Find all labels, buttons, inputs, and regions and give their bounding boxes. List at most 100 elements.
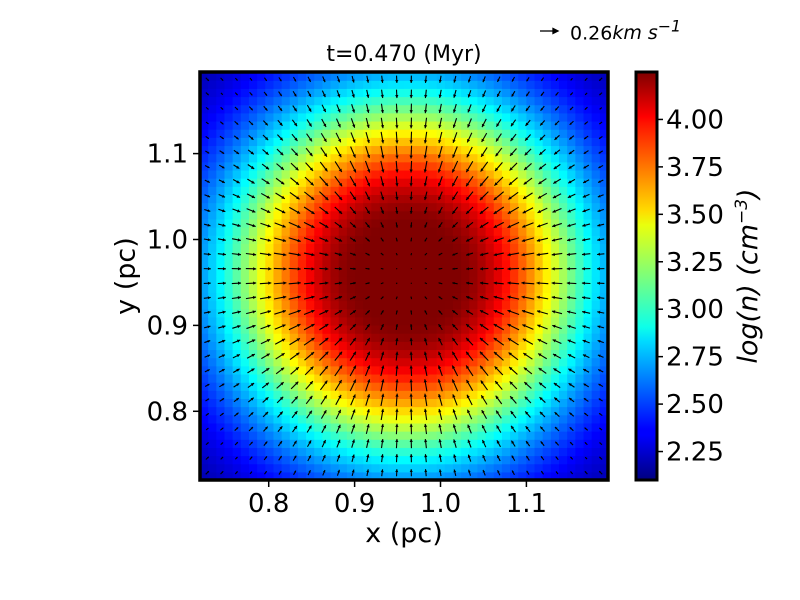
heatmap-cell — [248, 300, 258, 310]
heatmap-cell — [314, 455, 323, 465]
heatmap-cell — [550, 202, 560, 212]
heatmap-cell — [542, 292, 552, 302]
heatmap-cell — [265, 455, 275, 465]
velocity-arrow — [493, 309, 504, 316]
heatmap-cell — [428, 137, 438, 147]
heatmap-cell — [200, 455, 209, 465]
heatmap-cell — [330, 463, 340, 473]
velocity-arrow — [203, 325, 211, 329]
heatmap-cell — [289, 365, 299, 375]
velocity-arrow — [551, 295, 563, 300]
heatmap-cell — [322, 96, 332, 106]
heatmap-cell — [493, 284, 503, 293]
velocity-arrow — [409, 160, 413, 173]
heatmap-cell — [501, 333, 511, 342]
velocity-arrow — [567, 178, 576, 184]
heatmap-cell — [395, 365, 405, 375]
heatmap-cell — [501, 169, 511, 179]
heatmap-cell — [485, 267, 495, 277]
heatmap-cell — [542, 129, 552, 138]
heatmap-cell — [510, 72, 519, 81]
heatmap-cell — [273, 365, 283, 375]
velocity-arrow — [349, 206, 357, 215]
heatmap-cell — [591, 316, 601, 326]
heatmap-cell — [583, 341, 593, 351]
velocity-arrow — [410, 310, 413, 315]
heatmap-cell — [412, 178, 421, 187]
velocity-arrow — [320, 395, 328, 405]
heatmap-cell — [355, 72, 364, 81]
heatmap-cell — [338, 300, 348, 310]
heatmap-cell — [428, 227, 438, 236]
heatmap-cell — [567, 422, 576, 432]
heatmap-cell — [346, 202, 356, 212]
heatmap-cell — [510, 137, 519, 147]
heatmap-cell — [265, 357, 275, 367]
velocity-arrow — [465, 309, 474, 315]
velocity-arrow — [307, 470, 311, 476]
heatmap-cell — [273, 333, 283, 342]
heatmap-cell — [542, 267, 552, 277]
heatmap-cell — [346, 300, 356, 310]
velocity-arrow — [307, 455, 312, 462]
velocity-arrow — [218, 325, 226, 329]
heatmap-cell — [224, 284, 234, 293]
heatmap-cell — [273, 422, 283, 432]
heatmap-cell — [224, 471, 234, 480]
heatmap-cell — [346, 267, 356, 277]
heatmap-cell — [428, 357, 438, 367]
velocity-arrow — [349, 221, 357, 229]
velocity-arrow — [204, 383, 210, 387]
heatmap-cell — [355, 471, 364, 480]
velocity-arrow — [260, 237, 272, 242]
heatmap-cell — [510, 153, 519, 163]
velocity-arrow — [509, 162, 518, 171]
heatmap-cell — [485, 251, 495, 261]
heatmap-cell — [510, 210, 519, 220]
heatmap-cell — [248, 455, 258, 465]
heatmap-cell — [461, 382, 470, 391]
heatmap-cell — [412, 276, 421, 285]
heatmap-cell — [248, 210, 258, 220]
heatmap-cell — [583, 80, 593, 89]
heatmap-cell — [493, 259, 503, 269]
velocity-arrow — [204, 165, 210, 169]
heatmap-cell — [567, 333, 576, 342]
heatmap-cell — [371, 169, 381, 179]
heatmap-cell — [355, 406, 364, 416]
heatmap-cell — [404, 153, 413, 163]
heatmap-cell — [200, 218, 209, 228]
velocity-arrow — [274, 237, 287, 242]
heatmap-cell — [534, 186, 544, 195]
heatmap-cell — [485, 112, 495, 122]
heatmap-cell — [387, 382, 397, 391]
velocity-arrow — [465, 365, 474, 377]
heatmap-cell — [477, 104, 487, 114]
heatmap-cell — [575, 308, 585, 318]
heatmap-cell — [330, 243, 340, 253]
heatmap-cell — [575, 431, 585, 440]
heatmap-cell — [338, 333, 348, 342]
velocity-arrow — [597, 368, 604, 373]
heatmap-cell — [346, 341, 356, 351]
heatmap-cell — [493, 390, 503, 399]
heatmap-cell — [452, 406, 462, 416]
heatmap-cell — [404, 414, 413, 424]
heatmap-cell — [273, 316, 283, 326]
heatmap-cell — [387, 373, 397, 383]
heatmap-cell — [257, 463, 266, 473]
heatmap-cell — [510, 333, 519, 342]
heatmap-cell — [444, 324, 454, 334]
heatmap-cell — [208, 316, 217, 326]
heatmap-cell — [518, 398, 527, 408]
heatmap-cell — [550, 284, 560, 293]
heatmap-cell — [289, 251, 299, 261]
heatmap-cell — [281, 398, 291, 408]
heatmap-cell — [273, 153, 283, 163]
heatmap-cell — [216, 463, 226, 473]
heatmap-cell — [575, 349, 585, 359]
heatmap-cell — [550, 349, 560, 359]
heatmap-cell — [485, 284, 495, 293]
velocity-arrow — [247, 382, 255, 388]
heatmap-cell — [273, 439, 283, 448]
